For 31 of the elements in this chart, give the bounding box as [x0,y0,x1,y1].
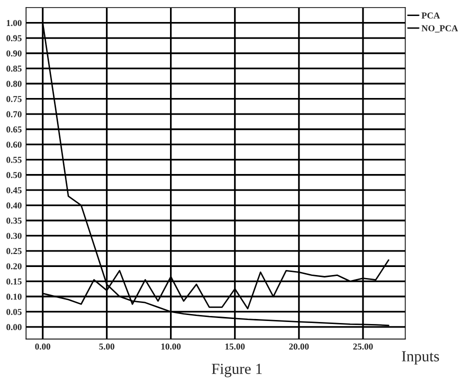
y-tick-label: 0.00 [6,324,22,330]
y-tick-label: 0.70 [6,111,22,118]
legend-label: NO_PCA [422,25,458,32]
y-tick-label: 0.15 [6,278,22,285]
y-tick-label: 0.05 [6,308,22,315]
y-tick-label: 0.90 [6,50,22,56]
x-tick-label: 25.00 [353,344,373,350]
y-tick-label: 0.40 [6,202,22,209]
x-tick-label: 10.00 [161,344,181,350]
legend-label: PCA [422,12,440,19]
y-tick-label: 0.80 [6,80,22,87]
y-tick-label: 0.85 [6,66,22,72]
y-tick-label: 0.30 [6,232,22,239]
y-tick-label: 0.10 [6,294,22,300]
y-tick-label: 0.50 [6,172,22,178]
y-tick-label: 0.25 [6,248,22,254]
y-tick-label: 0.95 [6,35,22,42]
y-tick-label: 0.35 [6,218,22,224]
y-tick-label: 0.75 [6,96,22,102]
y-tick-label: 1.00 [6,20,22,26]
caption: Figure 1 [212,364,262,378]
x-tick-label: 15.00 [225,344,245,350]
x-tick-label: 5.00 [99,344,114,350]
x-tick-label: 20.00 [289,344,309,350]
y-tick-label: 0.20 [6,263,22,270]
y-tick-label: 0.45 [6,187,22,194]
x-tick-label: 0.00 [35,344,50,350]
y-tick-label: 0.65 [6,126,22,133]
y-tick-label: 0.60 [6,142,22,148]
y-tick-label: 0.55 [6,156,22,163]
x-axis-title: Inputs [402,351,439,365]
